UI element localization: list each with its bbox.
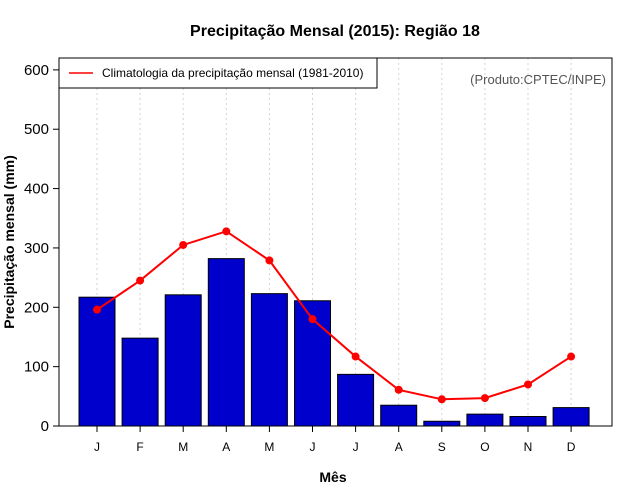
y-axis: 0 100 200 300 400 500 600 [24, 62, 59, 435]
legend-entry-climatology: Climatologia da precipitação mensal (198… [102, 66, 363, 80]
bar-month-4 [207, 258, 245, 427]
climatology-point-6 [308, 315, 317, 324]
climatology-point-8 [394, 385, 403, 394]
x-tick-label-11: N [524, 440, 533, 454]
y-tick-label-500: 500 [24, 121, 49, 138]
x-tick-label-3: M [178, 440, 188, 454]
climatology-point-1 [93, 305, 101, 314]
x-tick-label-4: A [222, 440, 230, 454]
y-axis-title: Precipitação mensal (mm) [1, 155, 17, 329]
x-tick-label-9: S [438, 440, 446, 454]
y-tick-label-400: 400 [24, 181, 49, 198]
x-tick-label-1: J [94, 440, 100, 454]
climatology-point-12 [567, 352, 576, 361]
x-tick-label-2: F [136, 440, 143, 454]
bar-month-1 [78, 296, 116, 427]
legend: Climatologia da precipitação mensal (198… [58, 57, 378, 89]
climatology-point-2 [136, 276, 145, 285]
y-tick-label-300: 300 [24, 240, 49, 257]
climatology-point-7 [351, 352, 360, 361]
bar-series [78, 258, 590, 427]
climatology-point-5 [265, 256, 274, 265]
chart-title: Precipitação Mensal (2015): Região 18 [190, 23, 480, 40]
credit-annotation: (Produto:CPTEC/INPE) [470, 72, 606, 87]
y-tick-label-0: 0 [41, 418, 49, 435]
climatology-point-11 [524, 380, 532, 389]
x-tick-label-12: D [567, 440, 576, 454]
bar-month-10 [466, 413, 504, 427]
climatology-point-10 [480, 394, 489, 403]
climatology-point-4 [222, 227, 231, 236]
bar-month-12 [552, 407, 590, 427]
bar-month-5 [250, 293, 288, 427]
bar-month-2 [121, 337, 159, 427]
y-tick-label-200: 200 [24, 299, 49, 316]
x-tick-label-7: J [353, 440, 359, 454]
climatology-point-9 [437, 395, 446, 404]
x-tick-label-8: A [395, 440, 403, 454]
x-tick-label-6: J [310, 440, 316, 454]
climatology-line [96, 230, 572, 401]
climatology-point-3 [179, 240, 188, 249]
y-tick-label-100: 100 [24, 359, 49, 376]
climatology-series [93, 227, 576, 404]
y-tick-label-600: 600 [24, 62, 49, 79]
bar-month-8 [380, 404, 418, 427]
bar-month-7 [337, 373, 375, 427]
bar-month-3 [164, 294, 202, 427]
bar-month-11 [509, 416, 547, 427]
bar-month-9 [423, 420, 461, 427]
x-axis-title: Mês [319, 469, 346, 485]
x-tick-label-5: M [264, 440, 274, 454]
legend-box [58, 57, 378, 89]
x-tick-label-10: O [480, 440, 489, 454]
